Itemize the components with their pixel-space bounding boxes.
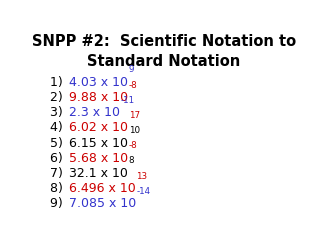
Text: 5): 5) xyxy=(50,137,67,150)
Text: 1): 1) xyxy=(50,76,67,89)
Text: 6): 6) xyxy=(50,152,67,165)
Text: 8: 8 xyxy=(129,156,134,165)
Text: 10: 10 xyxy=(129,126,140,135)
Text: 6.496 x 10: 6.496 x 10 xyxy=(68,182,135,195)
Text: 7): 7) xyxy=(50,167,67,180)
Text: 9): 9) xyxy=(50,197,67,210)
Text: -14: -14 xyxy=(137,187,151,196)
Text: 8): 8) xyxy=(50,182,67,195)
Text: -8: -8 xyxy=(129,81,138,90)
Text: 2): 2) xyxy=(50,91,67,104)
Text: 17: 17 xyxy=(129,111,140,120)
Text: 6.15 x 10: 6.15 x 10 xyxy=(68,137,127,150)
Text: 4): 4) xyxy=(50,121,67,134)
Text: 32.1 x 10: 32.1 x 10 xyxy=(68,167,127,180)
Text: Standard Notation: Standard Notation xyxy=(87,54,241,69)
Text: 3): 3) xyxy=(50,106,67,119)
Text: 13: 13 xyxy=(137,172,148,180)
Text: SNPP #2:  Scientific Notation to: SNPP #2: Scientific Notation to xyxy=(32,34,296,49)
Text: 9: 9 xyxy=(129,66,134,74)
Text: 9.88 x 10: 9.88 x 10 xyxy=(68,91,128,104)
Text: -11: -11 xyxy=(121,96,135,105)
Text: 5.68 x 10: 5.68 x 10 xyxy=(68,152,128,165)
Text: -8: -8 xyxy=(129,141,138,150)
Text: 2.3 x 10: 2.3 x 10 xyxy=(68,106,120,119)
Text: 6.02 x 10: 6.02 x 10 xyxy=(68,121,127,134)
Text: 4.03 x 10: 4.03 x 10 xyxy=(68,76,127,89)
Text: 7.085 x 10: 7.085 x 10 xyxy=(68,197,136,210)
